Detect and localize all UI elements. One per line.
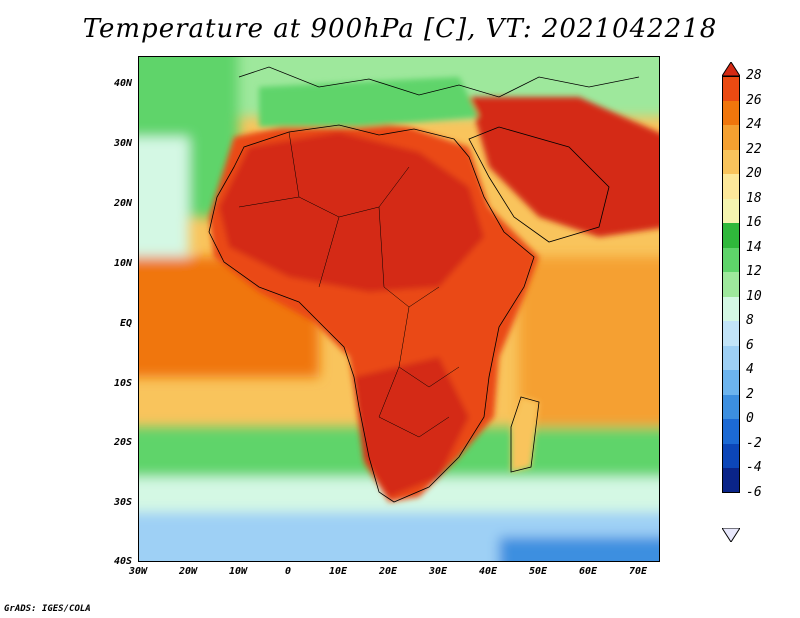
southern-africa-warm xyxy=(354,357,469,497)
mediterranean-cool xyxy=(259,77,479,127)
lat-label: 10S xyxy=(113,378,132,389)
coastlines xyxy=(208,66,640,503)
border-line-3 xyxy=(318,216,340,288)
colorbar-segment xyxy=(722,174,740,199)
lon-label: 0 xyxy=(284,566,292,577)
footer-credit: GrADS: IGES/COLA xyxy=(4,604,91,614)
colorbar-label: 26 xyxy=(746,92,762,108)
colorbar-label: 2 xyxy=(746,386,754,402)
colorbar-segment xyxy=(722,223,740,248)
lat-label: EQ xyxy=(119,318,132,329)
lon-label: 20E xyxy=(378,566,398,577)
southern-deep-blue xyxy=(499,537,659,561)
colorbar-label: 22 xyxy=(746,141,762,157)
border-line-5 xyxy=(378,366,450,438)
colorbar-label: -2 xyxy=(746,435,762,451)
colorbar-label: 6 xyxy=(746,337,754,353)
colorbar-segment xyxy=(722,370,740,395)
colorbar-label: 28 xyxy=(746,68,762,83)
lat-label: 20N xyxy=(113,198,132,209)
colorbar-segment xyxy=(722,198,740,223)
colorbar-label: 12 xyxy=(746,264,762,279)
colorbar-label: 20 xyxy=(746,166,762,181)
colorbar-segment xyxy=(722,272,740,297)
border-line-2 xyxy=(378,206,440,308)
europe-coastline xyxy=(238,66,640,98)
colorbar-segment xyxy=(722,149,740,174)
madagascar-coastline xyxy=(510,396,540,473)
map-canvas xyxy=(139,57,659,561)
colorbar-label: 4 xyxy=(746,362,754,377)
colorbar-label: 8 xyxy=(746,313,754,328)
colorbar-label: -4 xyxy=(746,460,762,475)
lon-label: 30E xyxy=(428,566,448,577)
lat-label: 40S xyxy=(113,556,132,567)
colorbar-segment xyxy=(722,468,740,493)
colorbar-label: -6 xyxy=(746,484,762,500)
colorbar-segment xyxy=(722,345,740,370)
colorbar-label: 10 xyxy=(746,288,762,304)
lat-label: 30N xyxy=(113,138,132,149)
colorbar-label: 16 xyxy=(746,215,762,230)
lon-label: 40E xyxy=(478,566,498,577)
lon-label: 50E xyxy=(528,566,548,577)
lon-label: 70E xyxy=(628,566,648,577)
colorbar-top-arrow xyxy=(722,62,740,76)
border-line-4 xyxy=(398,306,460,388)
indian-ocean xyxy=(519,257,659,457)
lon-label: 20W xyxy=(178,566,198,577)
colorbar-segment xyxy=(722,296,740,321)
border-line-6 xyxy=(238,196,300,208)
colorbar-label: 0 xyxy=(746,411,754,426)
africa-coastline xyxy=(208,124,535,503)
colorbar-segment xyxy=(722,76,740,101)
lat-label: 40N xyxy=(113,78,132,89)
colorbar-segment xyxy=(722,100,740,125)
colorbar-segment xyxy=(722,125,740,150)
lon-label: 10W xyxy=(228,566,248,577)
colorbar-label: 14 xyxy=(746,239,762,255)
colorbar-segment xyxy=(722,419,740,444)
colorbar-segment xyxy=(722,443,740,468)
colorbar-label: 24 xyxy=(746,117,762,132)
colorbar-segment xyxy=(722,321,740,346)
lon-label: 60E xyxy=(578,566,598,577)
temperature-map xyxy=(138,56,660,562)
lat-label: 20S xyxy=(113,437,132,448)
lat-label: 10N xyxy=(113,258,132,269)
colorbar-segment xyxy=(722,394,740,419)
north-atlantic-pale xyxy=(139,137,189,257)
colorbar-segment xyxy=(722,247,740,272)
arabia-coastline xyxy=(468,126,610,243)
lon-label: 30W xyxy=(128,566,148,577)
madagascar xyxy=(511,397,539,472)
country-borders xyxy=(238,131,460,438)
lat-label: 30S xyxy=(113,497,132,508)
colorbar-bottom-arrow xyxy=(722,528,740,542)
sahara-hot xyxy=(219,132,484,292)
colorbar-label: 18 xyxy=(746,190,762,206)
map-title: Temperature at 900hPa [C], VT: 202104221… xyxy=(82,14,718,44)
lon-label: 10E xyxy=(328,566,348,577)
